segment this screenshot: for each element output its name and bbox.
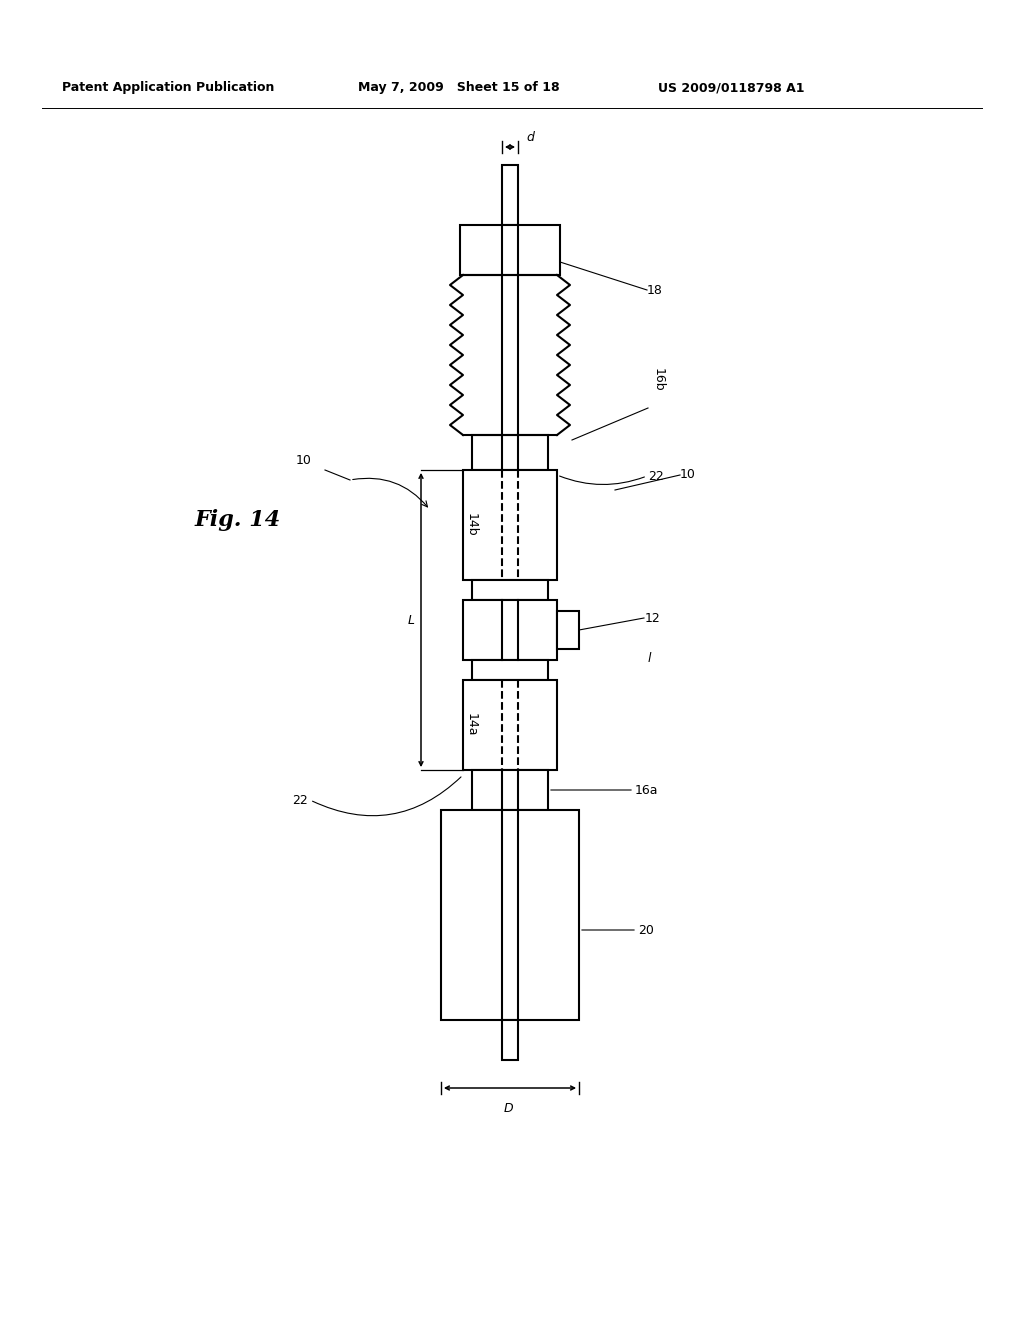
Text: 10: 10 (296, 454, 312, 466)
Bar (472, 579, 548, 601)
Text: Fig. 14: Fig. 14 (195, 510, 282, 531)
Text: Patent Application Publication: Patent Application Publication (62, 82, 274, 95)
Text: 10: 10 (680, 469, 696, 482)
Text: May 7, 2009   Sheet 15 of 18: May 7, 2009 Sheet 15 of 18 (358, 82, 560, 95)
Text: 18: 18 (647, 284, 663, 297)
Bar (460, 224, 560, 275)
Bar (557, 611, 579, 649)
Bar (441, 810, 579, 1020)
Text: 14b: 14b (465, 513, 477, 537)
Bar (472, 770, 548, 810)
Text: 16a: 16a (635, 784, 658, 796)
Bar (502, 165, 518, 224)
Bar (502, 1020, 518, 1060)
Text: 12: 12 (645, 611, 660, 624)
Bar (463, 470, 557, 579)
Bar (472, 436, 548, 470)
Bar (463, 601, 557, 660)
Text: l: l (648, 652, 651, 664)
Text: L: L (408, 614, 415, 627)
Text: 16b: 16b (652, 368, 665, 392)
Text: 22: 22 (292, 793, 308, 807)
Text: 14a: 14a (465, 713, 477, 737)
Text: US 2009/0118798 A1: US 2009/0118798 A1 (658, 82, 805, 95)
Text: 22: 22 (648, 470, 664, 483)
Text: d: d (526, 131, 534, 144)
Text: D: D (503, 1102, 513, 1115)
Bar (472, 660, 548, 680)
Text: 20: 20 (638, 924, 654, 936)
Bar (463, 680, 557, 770)
